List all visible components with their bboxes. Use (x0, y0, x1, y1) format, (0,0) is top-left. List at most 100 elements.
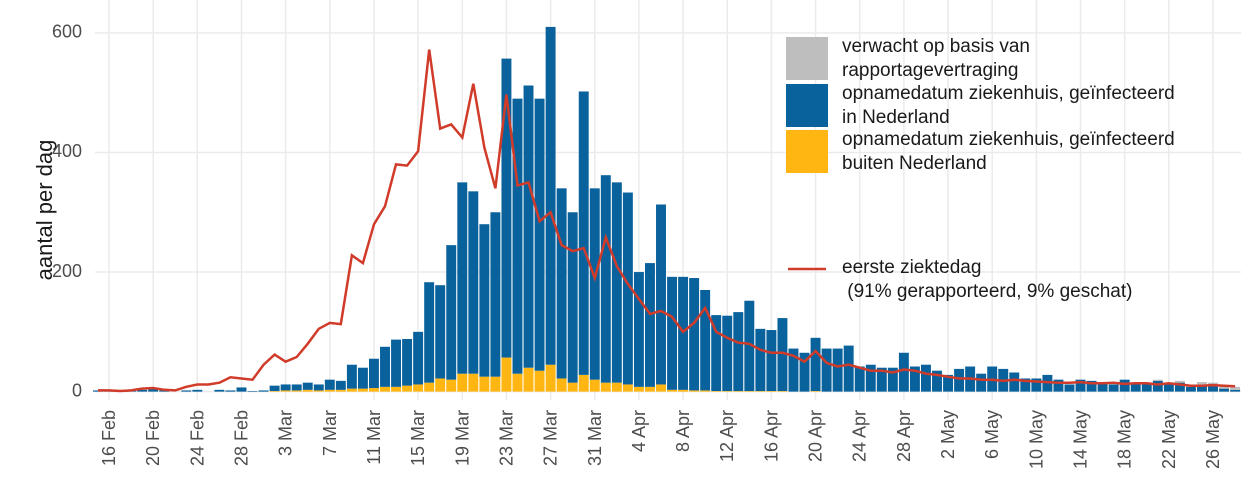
bar (810, 391, 821, 392)
bar (446, 245, 457, 380)
bar (479, 376, 490, 392)
bar (611, 382, 622, 392)
bar (368, 358, 379, 389)
bar (556, 188, 567, 379)
bar (920, 364, 931, 392)
bar (689, 390, 700, 392)
bar (413, 331, 424, 385)
bar (523, 367, 534, 392)
bar (854, 366, 865, 392)
x-tick-label: 6 May (982, 410, 1002, 459)
bar (1031, 378, 1042, 392)
bar (457, 182, 468, 374)
bar (324, 379, 335, 390)
bar (755, 328, 766, 392)
bar (943, 374, 954, 392)
x-tick-label: 28 Apr (894, 410, 914, 462)
bar (711, 391, 722, 392)
bar (402, 339, 413, 386)
x-tick-label: 16 Feb (99, 410, 119, 466)
bar (954, 368, 965, 392)
bar (1185, 386, 1196, 392)
x-tick-label: 2 May (938, 410, 958, 459)
x-tick-label: 20 Feb (143, 410, 163, 466)
y-axis-label: aantal per dag (32, 140, 57, 281)
x-tick-label: 28 Feb (231, 410, 251, 466)
bar (644, 386, 655, 392)
x-tick-label: 22 May (1159, 410, 1179, 469)
bar (137, 389, 148, 392)
bar (1174, 382, 1185, 392)
bar (722, 391, 733, 392)
bar (766, 330, 777, 392)
bar (711, 315, 722, 392)
bar (512, 373, 523, 392)
bar (148, 389, 159, 392)
bar (1119, 379, 1130, 392)
bar (236, 387, 247, 392)
bar (291, 390, 302, 392)
bar (810, 337, 821, 392)
bar (269, 385, 280, 392)
x-tick-label: 24 Feb (187, 410, 207, 466)
bar (567, 212, 578, 383)
y-tick-label: 400 (52, 141, 82, 161)
bar (932, 370, 942, 392)
x-tick-label: 8 Apr (673, 410, 693, 452)
bar (313, 390, 324, 392)
bar (567, 382, 578, 392)
x-tick-label: 19 Mar (452, 410, 472, 466)
bar (600, 175, 611, 383)
legend-swatch (786, 130, 828, 173)
bar (435, 285, 446, 379)
y-tick-label: 0 (72, 380, 82, 400)
bar (700, 390, 711, 392)
bar (611, 182, 622, 383)
bar (391, 386, 402, 392)
bar (446, 379, 457, 392)
bar (589, 379, 600, 392)
bar (976, 373, 987, 392)
bar (1086, 380, 1097, 392)
bar (545, 26, 556, 365)
legend-label: opnamedatum ziekenhuis, geïnfecteerd bui… (842, 129, 1175, 174)
bar (181, 390, 192, 392)
bar (633, 386, 644, 392)
bar (578, 374, 589, 392)
bar (258, 390, 269, 392)
bar (413, 384, 424, 392)
bar (667, 389, 678, 392)
bar (313, 384, 324, 391)
legend-swatch (786, 37, 828, 80)
bar (700, 289, 711, 391)
bar (545, 364, 556, 392)
bar (457, 373, 468, 392)
bar (490, 376, 501, 392)
bar (280, 390, 291, 392)
bar (402, 385, 413, 392)
bar (1108, 384, 1119, 392)
x-tick-label: 16 Apr (761, 410, 781, 462)
bar (667, 276, 678, 390)
bar (1075, 379, 1086, 392)
bar (1130, 384, 1141, 392)
bar (214, 389, 225, 392)
bar (490, 212, 501, 377)
bar (424, 282, 435, 383)
bar (755, 391, 766, 392)
bar (1152, 380, 1163, 392)
bar (357, 388, 368, 392)
bar (534, 98, 545, 371)
bar (302, 382, 313, 390)
bar (656, 204, 666, 385)
legend-label: opnamedatum ziekenhuis, geïnfecteerd in … (842, 83, 1175, 128)
bar (578, 91, 589, 375)
bar (1141, 382, 1152, 392)
x-tick-label: 3 Mar (276, 410, 296, 456)
bar (92, 390, 103, 392)
bar (335, 389, 346, 392)
bar (501, 357, 512, 392)
x-tick-label: 20 Apr (806, 410, 826, 462)
x-tick-label: 11 Mar (364, 410, 384, 465)
